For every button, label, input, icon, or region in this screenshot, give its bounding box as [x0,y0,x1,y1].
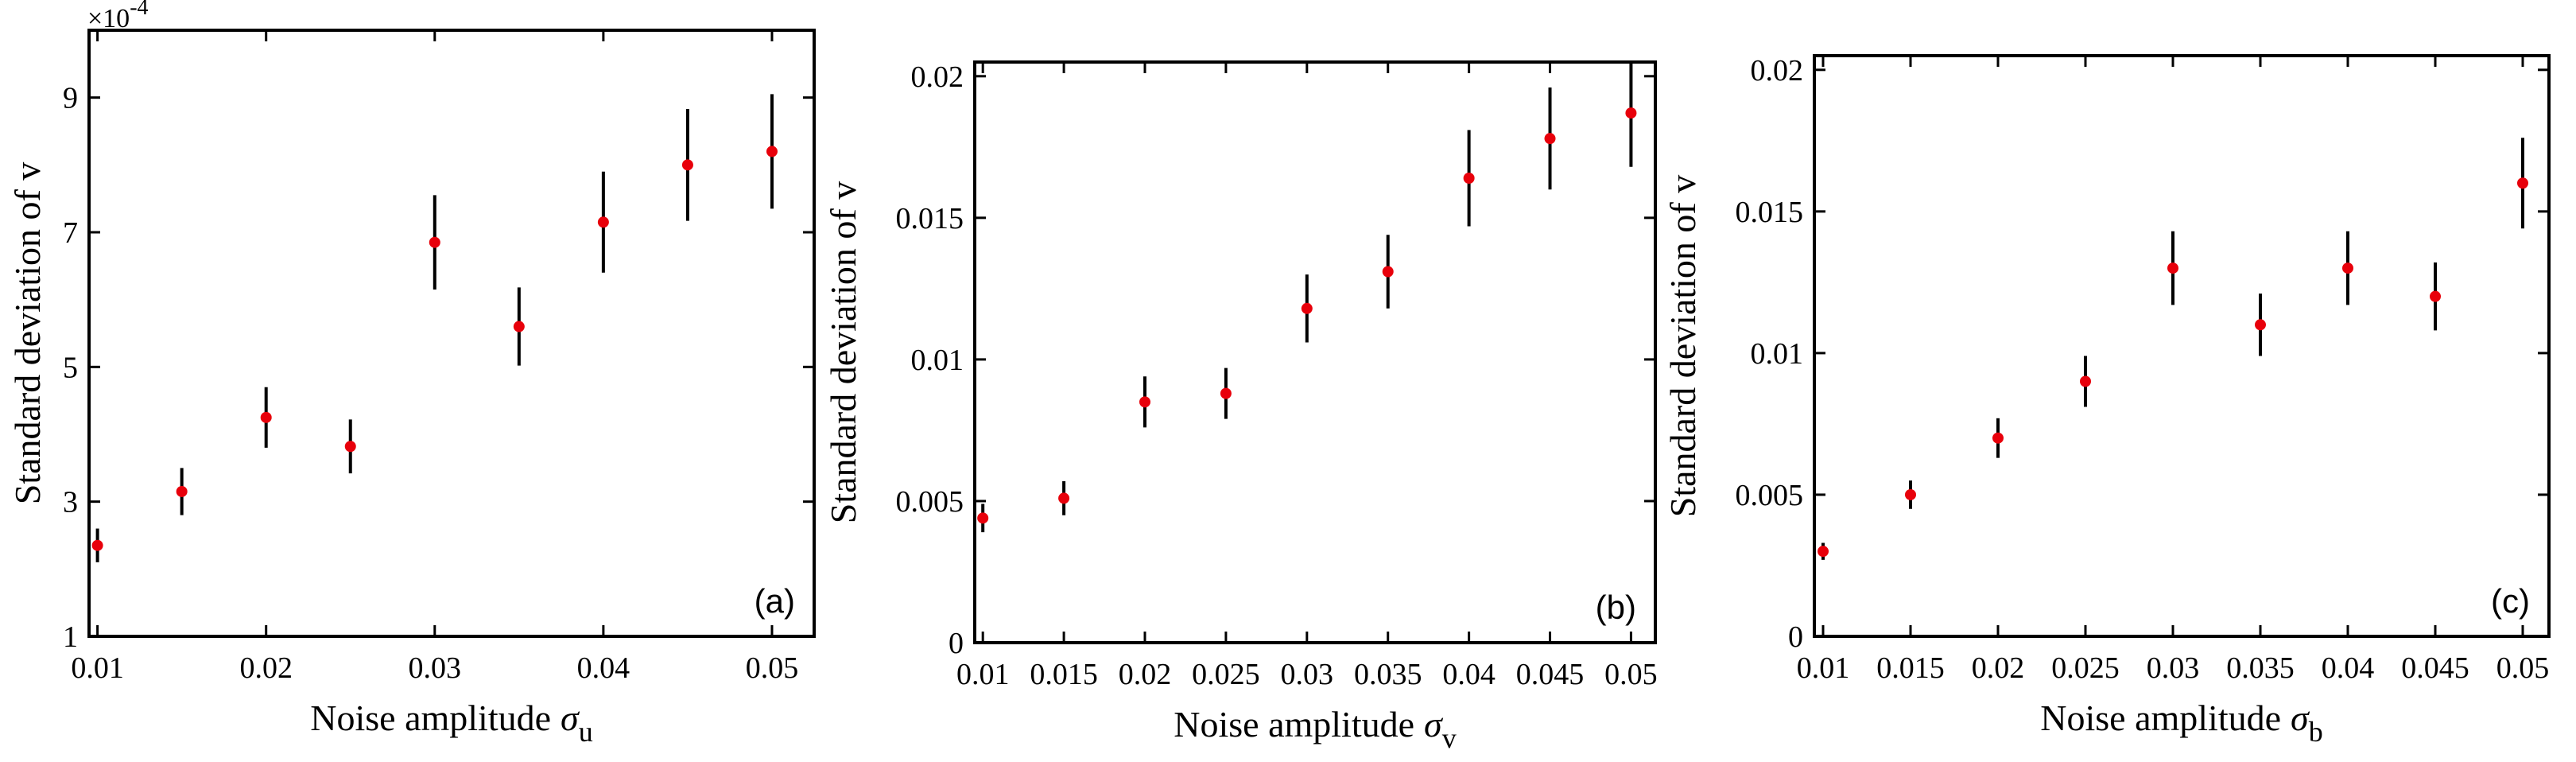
x-tick-label: 0.035 [2226,651,2295,685]
x-axis-label-text: Noise amplitude [310,698,551,738]
data-point [176,485,188,497]
data-point [597,216,609,228]
data-point [766,146,778,157]
panel-label: (b) [1596,589,1636,626]
x-axis-label-text: Noise amplitude [2040,698,2281,738]
x-tick-label: 0.02 [239,651,293,685]
x-axis-label-symbol: σ [2291,698,2310,738]
y-axis-label: Standard deviation of v [823,181,863,524]
x-axis-label-symbol: σ [561,698,580,738]
data-point [2430,290,2441,302]
x-axis-label-subscript: v [1442,722,1457,754]
x-tick-label: 0.025 [1192,658,1260,691]
plot-frame [1813,54,2551,638]
y-tick-label: 0.02 [1751,54,1804,87]
data-point [429,236,440,248]
y-tick-label: 0.015 [896,202,964,235]
y-tick-label: 1 [63,620,78,654]
data-point [1818,546,1829,558]
y-tick-label: 7 [63,216,78,250]
y-axis-label: Standard deviation of v [7,162,48,505]
y-multiplier: ×10-4 [87,0,149,33]
y-tick-label: 0.015 [1736,196,1804,229]
data-point [260,411,272,423]
data-point [1905,488,1916,500]
x-tick-label: 0.05 [2496,651,2550,685]
x-tick-label: 0.01 [71,651,124,685]
data-point [2080,375,2091,387]
data-point [2342,262,2353,274]
y-tick-label: 0 [1788,620,1803,654]
data-point [1992,432,2004,444]
x-tick-label: 0.025 [2051,651,2120,685]
y-multiplier-base: ×10 [87,4,130,33]
x-tick-label: 0.045 [2401,651,2469,685]
x-axis-label: Noise amplitude σu [310,698,592,748]
x-tick-label: 0.03 [1281,658,1334,691]
data-point [1382,266,1394,278]
plot-frame [87,29,816,638]
x-axis-label-symbol: σ [1424,704,1444,745]
chart-panel-a: 0.01 0.02 0.03 0.04 0.05 1 3 5 7 9 ×10-4 Standard d… [7,0,816,748]
data-point [1544,133,1556,145]
x-tick-label: 0.03 [2147,651,2200,685]
x-tick-label: 0.01 [956,658,1010,691]
y-tick-label: 0.01 [1751,337,1804,371]
y-tick-label: 5 [63,351,78,384]
x-tick-label: 0.035 [1354,658,1422,691]
x-axis-label: Noise amplitude σb [2040,698,2322,748]
y-tick-label: 0 [949,627,964,660]
data-point [1625,107,1637,119]
panel-label: (c) [2491,582,2530,620]
y-tick-label: 9 [63,82,78,115]
x-tick-label: 0.01 [1797,651,1850,685]
data-point [681,159,693,171]
panel-label: (a) [755,582,795,620]
x-axis-label-text: Noise amplitude [1174,704,1414,745]
y-tick-label: 0.005 [1736,479,1804,512]
data-point [1139,396,1150,408]
chart-panel-c: 0.01 0.015 0.02 0.025 0.03 0.035 0.04 0.045 0.05… [1662,54,2551,748]
data-point [1301,302,1313,314]
y-tick-label: 0.02 [911,60,964,94]
y-axis-label: Standard deviation of v [1662,175,1703,518]
x-tick-label: 0.05 [1604,658,1658,691]
x-tick-label: 0.04 [1442,658,1496,691]
x-tick-label: 0.02 [1119,658,1172,691]
data-point [91,539,103,551]
x-tick-label: 0.015 [1030,658,1098,691]
x-axis-label-subscript: b [2309,716,2323,748]
data-point [2255,319,2266,331]
data-point [1220,387,1232,399]
y-tick-label: 3 [63,486,78,519]
y-tick-label: 0.005 [896,485,964,519]
data-point [2167,262,2178,274]
data-point [1463,173,1475,184]
x-tick-label: 0.04 [577,651,630,685]
x-tick-label: 0.02 [1972,651,2025,685]
x-axis-label-subscript: u [579,716,593,748]
x-tick-label: 0.04 [2322,651,2375,685]
x-tick-label: 0.03 [409,651,462,685]
chart-panel-b: 0.01 0.015 0.02 0.025 0.03 0.035 0.04 0.045 0.05… [823,60,1658,754]
data-point [513,321,525,332]
x-tick-label: 0.015 [1876,651,1945,685]
y-tick-label: 0.01 [911,344,964,377]
data-point [344,441,356,453]
data-point [1058,492,1070,504]
x-axis-label: Noise amplitude σv [1174,704,1456,754]
data-point [977,512,989,524]
x-tick-label: 0.045 [1516,658,1585,691]
y-multiplier-exponent: -4 [130,0,148,20]
x-tick-label: 0.05 [746,651,799,685]
plot-frame [973,60,1657,644]
data-point [2517,177,2528,189]
